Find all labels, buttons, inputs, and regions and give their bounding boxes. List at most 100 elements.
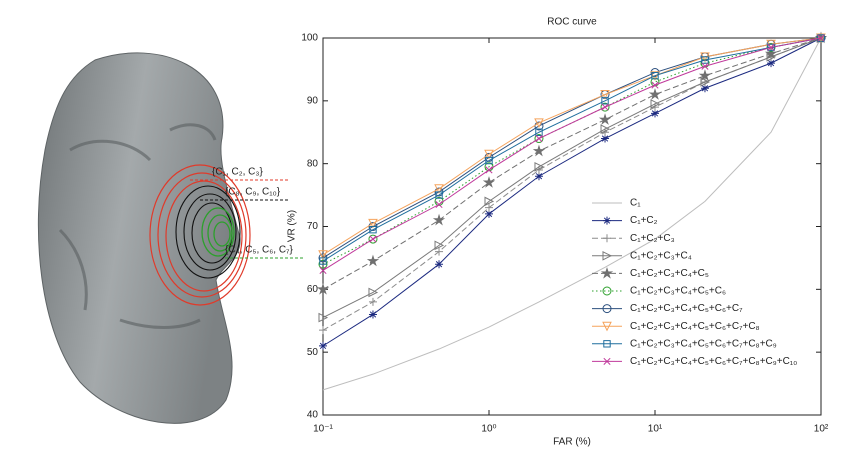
marker [319, 266, 327, 275]
marker [534, 118, 544, 128]
marker [764, 47, 778, 59]
x-tick-label: 10⁻¹ [313, 424, 333, 435]
marker [432, 213, 446, 226]
x-tick-label: 10² [814, 424, 829, 435]
marker [700, 52, 710, 62]
y-axis-label: VR (%) [287, 210, 298, 242]
x-tick-label: 10⁰ [481, 424, 496, 435]
marker [368, 234, 378, 244]
y-tick-label: 50 [307, 347, 319, 358]
x-tick-label: 10¹ [648, 424, 663, 435]
y-tick-label: 80 [307, 158, 319, 169]
marker [434, 184, 444, 194]
series-line [322, 37, 822, 331]
legend-marker [602, 250, 613, 261]
face-render [37, 52, 305, 424]
marker [767, 59, 776, 68]
marker [651, 72, 659, 80]
marker [700, 84, 709, 93]
marker [817, 34, 825, 42]
x-axis-label: FAR (%) [553, 437, 591, 448]
legend-label: C₁+C₂+C₃+C₄+C₅ [630, 268, 709, 279]
marker [700, 77, 711, 87]
marker [435, 191, 443, 199]
marker [369, 235, 377, 243]
marker [534, 172, 543, 181]
legend-label: C₁+C₂+C₃+C₄ [630, 250, 692, 261]
legend-label: C₁+C₂+C₃+C₄+C₅+C₆+C₇+C₈ [630, 321, 760, 332]
marker [368, 287, 379, 298]
marker [651, 81, 659, 89]
legend-marker [603, 340, 611, 348]
marker [485, 209, 493, 218]
annotation: {C₈, C₉, C₁₀} [225, 187, 281, 198]
marker [484, 149, 494, 160]
marker [485, 166, 493, 174]
marker [601, 134, 610, 143]
marker [435, 200, 443, 209]
series-line [322, 37, 822, 271]
contours-green [201, 207, 235, 257]
marker [319, 257, 327, 265]
marker [319, 341, 327, 350]
marker [532, 144, 546, 157]
y-tick-label: 60 [307, 284, 319, 295]
marker [369, 225, 377, 234]
series-line [322, 37, 822, 347]
marker [368, 297, 377, 306]
marker [366, 254, 380, 267]
face-shading [58, 123, 217, 329]
legend-marker [603, 357, 611, 365]
series-line [322, 37, 822, 256]
y-tick-label: 100 [301, 33, 318, 44]
legend-marker [602, 321, 612, 332]
marker [600, 90, 610, 100]
legend-label: C₁+C₂ [630, 215, 658, 226]
marker [485, 156, 493, 165]
marker [319, 326, 327, 335]
marker [598, 113, 612, 125]
marker [535, 134, 543, 143]
legend-label: C₁+C₂+C₃ [630, 233, 675, 244]
series-line [322, 37, 822, 290]
legend-label: C₁+C₂+C₃+C₄+C₅+C₆+C₇ [630, 303, 743, 314]
legend-marker [603, 234, 611, 243]
marker [368, 310, 377, 319]
marker [318, 312, 329, 323]
marker [534, 161, 545, 172]
legend-label: C₁ [630, 198, 641, 209]
marker [485, 203, 493, 212]
y-tick-label: 70 [307, 221, 319, 232]
annotation: {C₁, C₂, C₃} [212, 167, 263, 178]
series-line [322, 37, 822, 319]
marker [600, 124, 611, 134]
legend-marker [602, 286, 612, 296]
marker [650, 99, 661, 109]
marker [648, 88, 662, 100]
chart-title: ROC curve [547, 17, 597, 28]
series-line [322, 37, 822, 391]
y-tick-label: 40 [307, 410, 319, 421]
series-line [322, 37, 822, 262]
legend-marker [603, 216, 611, 225]
marker [435, 247, 444, 256]
marker [434, 240, 445, 251]
legend-label: C₁+C₂+C₃+C₄+C₅+C₆+C₇+C₈+C₉+C₁₀ [630, 356, 797, 367]
legend-marker [600, 266, 614, 279]
marker [482, 176, 496, 188]
marker [651, 109, 659, 118]
marker [368, 218, 378, 229]
marker [698, 69, 712, 81]
marker [316, 282, 330, 295]
annotation: {C₄, C₅, C₆, C₇} [225, 245, 293, 256]
marker [435, 260, 444, 269]
marker [767, 43, 775, 51]
marker [318, 250, 328, 260]
marker [601, 103, 609, 111]
legend-marker [602, 304, 612, 314]
marker [701, 62, 709, 70]
y-tick-label: 90 [307, 95, 319, 106]
contours-red [149, 164, 251, 306]
